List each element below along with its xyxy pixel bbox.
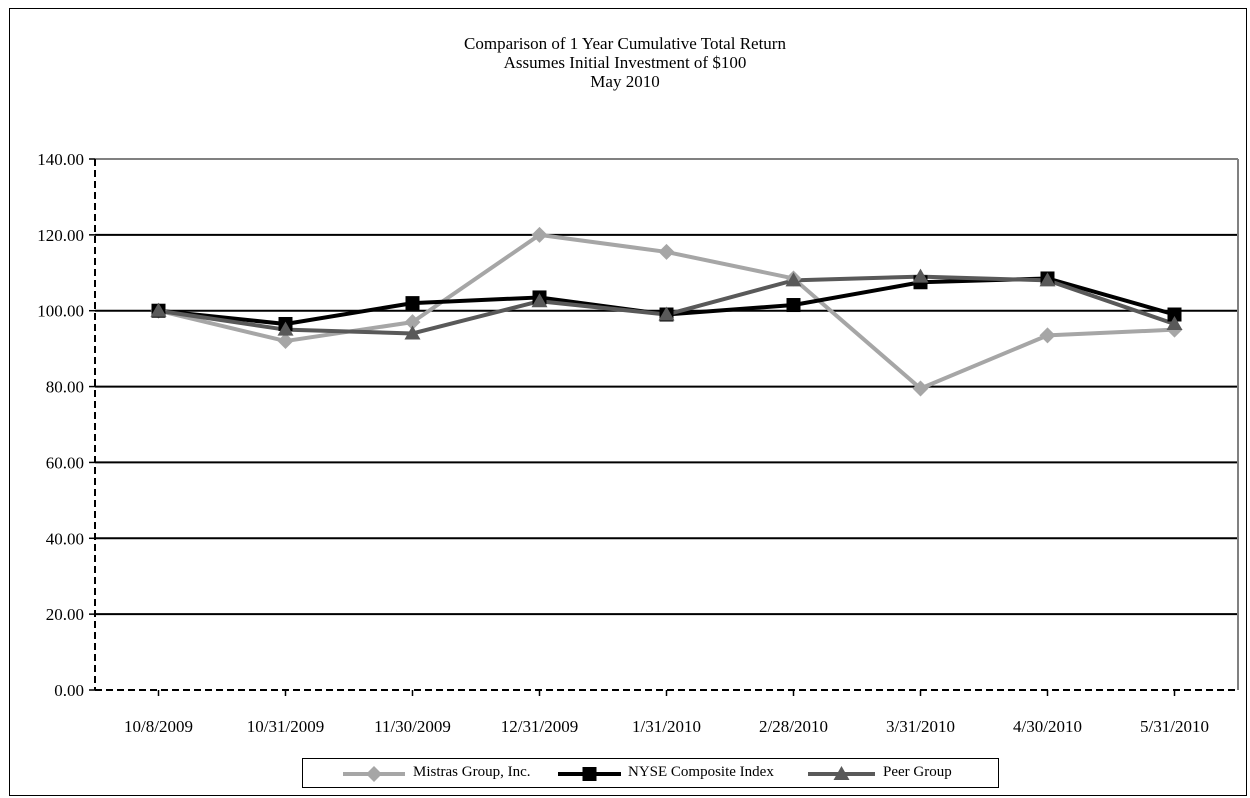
x-tick-label: 5/31/2010	[1140, 717, 1209, 736]
chart-title-line-3: May 2010	[590, 72, 660, 91]
series-1-point	[658, 243, 675, 260]
x-tick-label: 1/31/2010	[632, 717, 701, 736]
series-3-point	[912, 268, 929, 283]
x-tick-label: 10/31/2009	[247, 717, 324, 736]
x-tick-label: 12/31/2009	[501, 717, 578, 736]
y-tick-label: 80.00	[46, 378, 84, 397]
y-tick-label: 100.00	[37, 302, 84, 321]
series-1-point	[404, 314, 421, 331]
x-tick-label: 4/30/2010	[1013, 717, 1082, 736]
series-1-point	[531, 226, 548, 243]
legend-label-mistras: Mistras Group, Inc.	[413, 764, 531, 780]
chart-frame	[9, 8, 1247, 796]
legend-marker-2	[582, 767, 597, 781]
y-tick-label: 120.00	[37, 226, 84, 245]
series-3-point	[1039, 272, 1056, 287]
series-line-3	[158, 274, 1176, 336]
chart-legend: Mistras Group, Inc. NYSE Composite Index…	[302, 758, 999, 788]
x-tick-label: 11/30/2009	[374, 717, 451, 736]
series-3-point	[277, 321, 294, 336]
x-tick-label: 2/28/2010	[759, 717, 828, 736]
series-2-point	[405, 296, 420, 311]
chart-title-line-1: Comparison of 1 Year Cumulative Total Re…	[464, 34, 786, 53]
x-tick-label: 10/8/2009	[124, 717, 193, 736]
y-tick-label: 140.00	[37, 150, 84, 169]
legend-marker-3	[833, 766, 850, 780]
series-2-point	[786, 298, 801, 313]
legend-label-peer: Peer Group	[883, 764, 952, 780]
chart-title: Comparison of 1 Year Cumulative Total Re…	[0, 34, 1250, 91]
series-1-point	[912, 380, 929, 397]
series-3-point	[658, 306, 675, 321]
legend-marker-1	[366, 766, 382, 782]
series-3-point	[404, 325, 421, 340]
chart-title-line-2: Assumes Initial Investment of $100	[503, 53, 747, 72]
y-tick-label: 20.00	[46, 605, 84, 624]
series-1-point	[1039, 327, 1056, 344]
legend-label-nyse: NYSE Composite Index	[628, 764, 774, 780]
y-tick-label: 0.00	[54, 681, 84, 700]
series-3-point	[150, 302, 167, 317]
y-tick-label: 40.00	[46, 529, 84, 548]
x-tick-label: 3/31/2010	[886, 717, 955, 736]
y-tick-label: 60.00	[46, 453, 84, 472]
series-3-point	[785, 272, 802, 287]
series-3-point	[531, 293, 548, 308]
series-2-point	[1167, 307, 1182, 322]
series-1-point	[277, 333, 294, 350]
legend-markers	[343, 766, 875, 782]
series-3-point	[1166, 315, 1183, 330]
